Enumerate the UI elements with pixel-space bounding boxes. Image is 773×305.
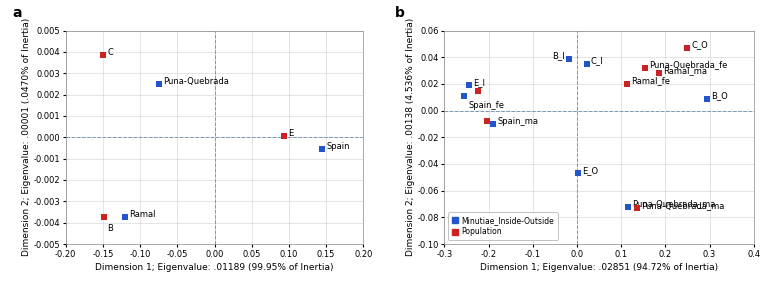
- Text: C_I: C_I: [591, 57, 604, 66]
- Point: [278, 134, 290, 138]
- Text: B_I: B_I: [552, 51, 565, 60]
- Point: [316, 147, 329, 152]
- Point: [621, 81, 633, 86]
- Text: B: B: [107, 224, 113, 233]
- Point: [638, 66, 651, 70]
- Text: C_O: C_O: [692, 41, 708, 50]
- Point: [487, 121, 499, 126]
- Text: a: a: [12, 6, 22, 20]
- Text: Ramal_ma: Ramal_ma: [663, 66, 707, 75]
- Point: [152, 81, 165, 86]
- Point: [563, 56, 575, 61]
- Text: C: C: [107, 48, 113, 57]
- Text: Ramal_fe: Ramal_fe: [631, 77, 670, 86]
- Point: [572, 171, 584, 176]
- Point: [119, 215, 131, 220]
- Point: [98, 215, 111, 220]
- Text: E: E: [288, 129, 293, 138]
- Point: [652, 71, 665, 76]
- Point: [701, 96, 713, 101]
- Text: Puna-Quebrada_ma: Puna-Quebrada_ma: [632, 199, 715, 208]
- Y-axis label: Dimension 2; Eigenvalue: .00001 (.0470% of Inertia): Dimension 2; Eigenvalue: .00001 (.0470% …: [22, 18, 31, 257]
- Text: Ramal: Ramal: [129, 210, 156, 219]
- Point: [481, 119, 493, 124]
- Text: E_O: E_O: [583, 166, 598, 175]
- Point: [621, 204, 634, 209]
- Point: [581, 61, 593, 66]
- Legend: Minutiae_Inside-Outside, Population: Minutiae_Inside-Outside, Population: [448, 212, 558, 240]
- Text: B_O: B_O: [711, 91, 728, 100]
- Point: [458, 93, 471, 98]
- Text: b: b: [395, 6, 405, 20]
- Text: Puna-Quebrada: Puna-Quebrada: [163, 77, 229, 86]
- Point: [97, 52, 109, 57]
- Text: Spain_fe: Spain_fe: [468, 101, 505, 110]
- Text: E_I: E_I: [473, 78, 485, 87]
- Text: Puna-Quebrada_fe: Puna-Quebrada_fe: [649, 61, 727, 70]
- X-axis label: Dimension 1; Eigenvalue: .02851 (94.72% of Inertia): Dimension 1; Eigenvalue: .02851 (94.72% …: [480, 263, 718, 272]
- Y-axis label: Dimension 2; Eigenvalue: .00138 (4.536% of Inertia): Dimension 2; Eigenvalue: .00138 (4.536% …: [406, 18, 414, 257]
- Point: [631, 206, 643, 210]
- Text: Spain_ma: Spain_ma: [497, 117, 538, 126]
- Point: [462, 83, 475, 88]
- Text: Spain: Spain: [326, 142, 350, 151]
- X-axis label: Dimension 1; Eigenvalue: .01189 (99.95% of Inertia): Dimension 1; Eigenvalue: .01189 (99.95% …: [95, 263, 334, 272]
- Point: [472, 88, 484, 93]
- Text: Puna-Quebrada_ma: Puna-Quebrada_ma: [641, 201, 724, 210]
- Point: [681, 45, 693, 50]
